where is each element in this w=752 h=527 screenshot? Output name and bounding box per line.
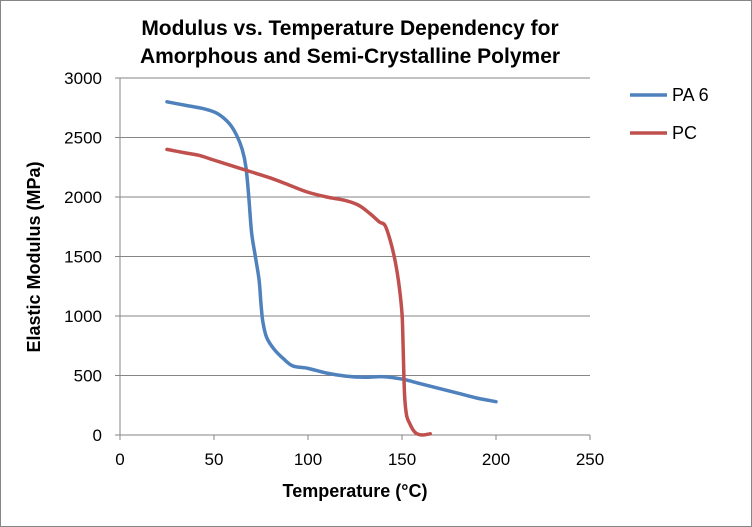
x-tick-label-50: 50 xyxy=(205,450,224,469)
legend-label-pc: PC xyxy=(672,123,697,143)
x-tick-label-0: 0 xyxy=(115,450,124,469)
y-tick-label-2500: 2500 xyxy=(64,129,102,148)
x-tick-label-200: 200 xyxy=(482,450,510,469)
x-axis-title: Temperature (°C) xyxy=(283,481,428,501)
y-tick-label-1000: 1000 xyxy=(64,307,102,326)
y-tick-label-500: 500 xyxy=(74,367,102,386)
chart-title-line-2: Amorphous and Semi-Crystalline Polymer xyxy=(140,45,560,68)
gridlines xyxy=(120,77,590,376)
x-tick-labels: 0 50 100 150 200 250 xyxy=(115,450,604,469)
x-tick-label-100: 100 xyxy=(294,450,322,469)
x-tick-label-150: 150 xyxy=(388,450,416,469)
y-tick-label-1500: 1500 xyxy=(64,248,102,267)
series-line-pc xyxy=(165,147,432,437)
axes xyxy=(115,77,591,440)
y-axis-title: Elastic Modulus (MPa) xyxy=(24,161,44,352)
legend-label-pa-6: PA 6 xyxy=(672,85,709,105)
chart-title-line-1: Modulus vs. Temperature Dependency for xyxy=(141,17,558,40)
series-line-pa-6 xyxy=(165,100,498,404)
data-series xyxy=(165,100,498,437)
y-tick-labels: 0 500 1000 1500 2000 2500 3000 xyxy=(64,69,102,445)
x-tick-label-250: 250 xyxy=(576,450,604,469)
y-tick-label-3000: 3000 xyxy=(64,69,102,88)
y-tick-label-2000: 2000 xyxy=(64,188,102,207)
legend: PA 6 PC xyxy=(630,85,709,143)
y-tick-label-0: 0 xyxy=(93,426,102,445)
